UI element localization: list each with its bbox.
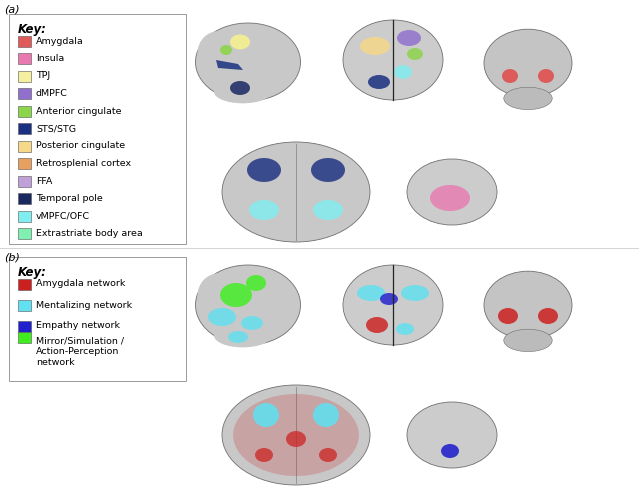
Text: Insula: Insula bbox=[36, 54, 65, 63]
Ellipse shape bbox=[319, 448, 337, 462]
Ellipse shape bbox=[253, 403, 279, 427]
Text: Mentalizing network: Mentalizing network bbox=[36, 300, 132, 310]
Ellipse shape bbox=[255, 448, 273, 462]
Bar bbox=[18, 36, 31, 46]
Bar bbox=[18, 332, 31, 342]
Ellipse shape bbox=[357, 285, 385, 301]
Bar bbox=[18, 158, 31, 169]
FancyBboxPatch shape bbox=[9, 14, 186, 244]
Ellipse shape bbox=[504, 87, 552, 110]
Ellipse shape bbox=[401, 285, 429, 301]
Ellipse shape bbox=[397, 30, 421, 46]
Ellipse shape bbox=[208, 308, 236, 326]
Ellipse shape bbox=[197, 31, 240, 74]
Bar bbox=[18, 210, 31, 222]
Ellipse shape bbox=[220, 45, 232, 55]
Ellipse shape bbox=[249, 200, 279, 220]
Text: Amygdala network: Amygdala network bbox=[36, 280, 125, 288]
Ellipse shape bbox=[313, 403, 339, 427]
Text: Anterior cingulate: Anterior cingulate bbox=[36, 107, 121, 115]
Text: Amygdala: Amygdala bbox=[36, 37, 84, 45]
Ellipse shape bbox=[220, 283, 252, 307]
Ellipse shape bbox=[484, 271, 572, 339]
Ellipse shape bbox=[407, 402, 497, 468]
Ellipse shape bbox=[380, 293, 398, 305]
Ellipse shape bbox=[241, 316, 263, 330]
Text: Extrastriate body area: Extrastriate body area bbox=[36, 229, 142, 238]
Bar bbox=[18, 300, 31, 311]
Ellipse shape bbox=[196, 265, 300, 345]
Ellipse shape bbox=[343, 265, 443, 345]
Ellipse shape bbox=[368, 75, 390, 89]
Ellipse shape bbox=[233, 394, 359, 476]
Bar bbox=[18, 193, 31, 204]
Ellipse shape bbox=[230, 35, 250, 50]
Ellipse shape bbox=[286, 431, 306, 447]
Ellipse shape bbox=[430, 185, 470, 211]
Ellipse shape bbox=[504, 329, 552, 352]
Text: vMPFC/OFC: vMPFC/OFC bbox=[36, 211, 90, 221]
Ellipse shape bbox=[343, 20, 443, 100]
Ellipse shape bbox=[484, 29, 572, 97]
Ellipse shape bbox=[538, 308, 558, 324]
Ellipse shape bbox=[394, 65, 412, 79]
Ellipse shape bbox=[407, 48, 423, 60]
Bar bbox=[18, 88, 31, 99]
Text: Empathy network: Empathy network bbox=[36, 321, 120, 331]
Text: Key:: Key: bbox=[18, 266, 47, 279]
Ellipse shape bbox=[228, 331, 248, 343]
Ellipse shape bbox=[441, 444, 459, 458]
Text: FFA: FFA bbox=[36, 176, 52, 186]
Polygon shape bbox=[216, 60, 243, 70]
Ellipse shape bbox=[407, 159, 497, 225]
Ellipse shape bbox=[214, 80, 272, 103]
Bar bbox=[18, 71, 31, 81]
Ellipse shape bbox=[197, 273, 240, 318]
Text: Key:: Key: bbox=[18, 23, 47, 36]
Bar bbox=[18, 279, 31, 289]
Ellipse shape bbox=[313, 200, 343, 220]
Bar bbox=[18, 175, 31, 187]
Text: Temporal pole: Temporal pole bbox=[36, 194, 103, 203]
Ellipse shape bbox=[502, 69, 518, 83]
Ellipse shape bbox=[230, 81, 250, 95]
Text: STS/STG: STS/STG bbox=[36, 124, 76, 133]
Bar bbox=[18, 53, 31, 64]
Bar bbox=[18, 228, 31, 239]
Ellipse shape bbox=[222, 142, 370, 242]
Bar bbox=[18, 123, 31, 134]
Text: dMPFC: dMPFC bbox=[36, 89, 68, 98]
Ellipse shape bbox=[366, 317, 388, 333]
Ellipse shape bbox=[538, 69, 554, 83]
Ellipse shape bbox=[311, 158, 345, 182]
Bar bbox=[18, 320, 31, 332]
FancyBboxPatch shape bbox=[9, 257, 186, 381]
Ellipse shape bbox=[360, 37, 390, 55]
Ellipse shape bbox=[196, 23, 300, 101]
Ellipse shape bbox=[247, 158, 281, 182]
Ellipse shape bbox=[222, 385, 370, 485]
Ellipse shape bbox=[396, 323, 414, 335]
Text: Posterior cingulate: Posterior cingulate bbox=[36, 142, 125, 150]
Ellipse shape bbox=[246, 275, 266, 291]
Text: (a): (a) bbox=[4, 4, 20, 14]
Ellipse shape bbox=[498, 308, 518, 324]
Text: TPJ: TPJ bbox=[36, 72, 50, 80]
Bar bbox=[18, 106, 31, 116]
Text: Retrosplenial cortex: Retrosplenial cortex bbox=[36, 159, 131, 168]
Bar bbox=[18, 141, 31, 151]
Text: (b): (b) bbox=[4, 252, 20, 262]
Text: Mirror/Simulation /
Action-Perception
network: Mirror/Simulation / Action-Perception ne… bbox=[36, 337, 124, 367]
Ellipse shape bbox=[214, 323, 272, 347]
